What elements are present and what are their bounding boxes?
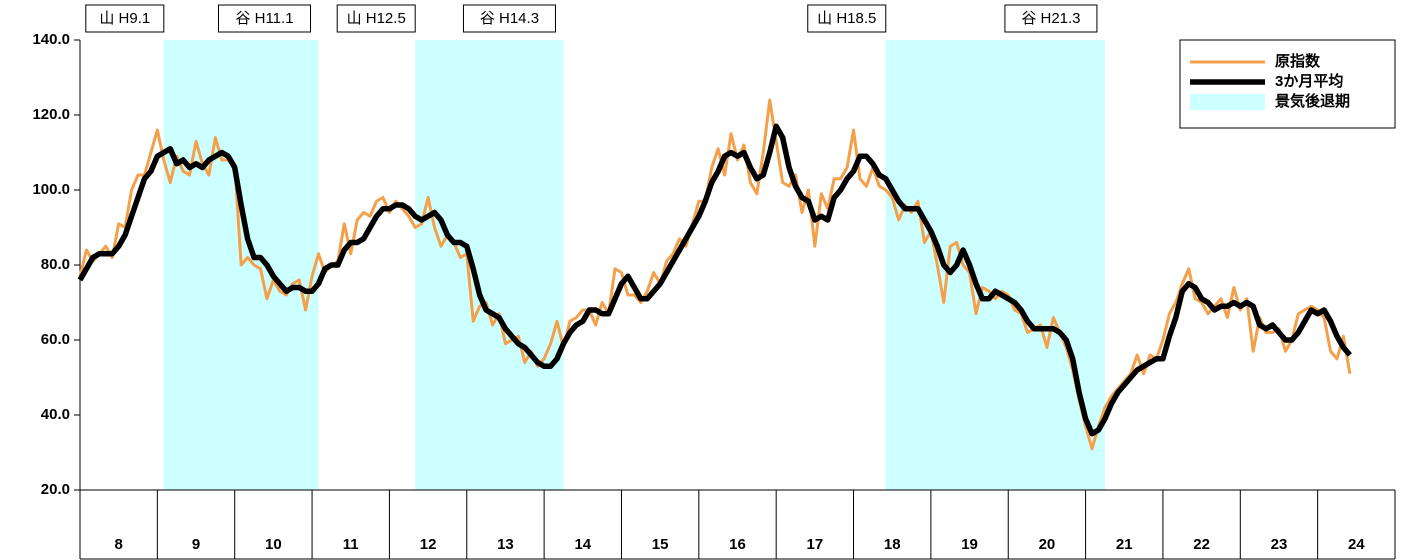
y-tick-label: 100.0 <box>32 181 70 198</box>
period-label: 山 H12.5 <box>347 10 406 27</box>
y-tick-label: 40.0 <box>41 406 70 423</box>
y-tick-label: 20.0 <box>41 481 70 498</box>
x-tick-label: 20 <box>1039 536 1056 553</box>
period-label-box <box>336 4 416 33</box>
x-tick-label: 9 <box>192 536 200 553</box>
x-tick-label: 11 <box>343 536 359 553</box>
x-tick-label: 21 <box>1116 536 1133 553</box>
period-label: 谷 H11.1 <box>235 10 293 27</box>
period-label: 山 H18.5 <box>817 10 876 27</box>
period-label-box <box>85 4 165 33</box>
x-tick-label: 17 <box>807 536 824 553</box>
period-label-box <box>807 4 887 33</box>
x-tick-label: 22 <box>1193 536 1210 553</box>
period-label: 谷 H21.3 <box>1021 10 1080 27</box>
legend-label: 景気後退期 <box>1275 92 1350 110</box>
x-tick-label: 18 <box>884 536 901 553</box>
legend-label: 原指数 <box>1275 52 1321 70</box>
x-tick-label: 8 <box>115 536 123 553</box>
series-line <box>77 123 1352 437</box>
y-tick-label: 60.0 <box>41 331 70 348</box>
x-tick-label: 16 <box>729 536 746 553</box>
legend-label: 3か月平均 <box>1275 72 1343 90</box>
period-label-box <box>218 4 312 33</box>
period-label-box <box>462 4 556 33</box>
y-tick-label: 140.0 <box>32 31 70 48</box>
x-tick-label: 24 <box>1348 536 1365 553</box>
x-tick-label: 19 <box>961 536 978 553</box>
legend-swatch <box>1190 94 1265 110</box>
period-label-box <box>1004 4 1098 33</box>
x-tick-label: 10 <box>265 536 282 553</box>
recession-band <box>415 40 564 490</box>
x-tick-label: 23 <box>1271 536 1288 553</box>
period-label: 山 H9.1 <box>99 10 150 27</box>
x-tick-label: 14 <box>574 536 591 553</box>
x-tick-label: 13 <box>497 536 514 553</box>
y-tick-label: 120.0 <box>32 106 70 123</box>
x-tick-label: 15 <box>652 536 669 553</box>
recession-band <box>885 40 1105 490</box>
period-label: 谷 H14.3 <box>480 10 539 27</box>
x-tick-label: 12 <box>420 536 437 553</box>
y-tick-label: 80.0 <box>41 256 70 273</box>
